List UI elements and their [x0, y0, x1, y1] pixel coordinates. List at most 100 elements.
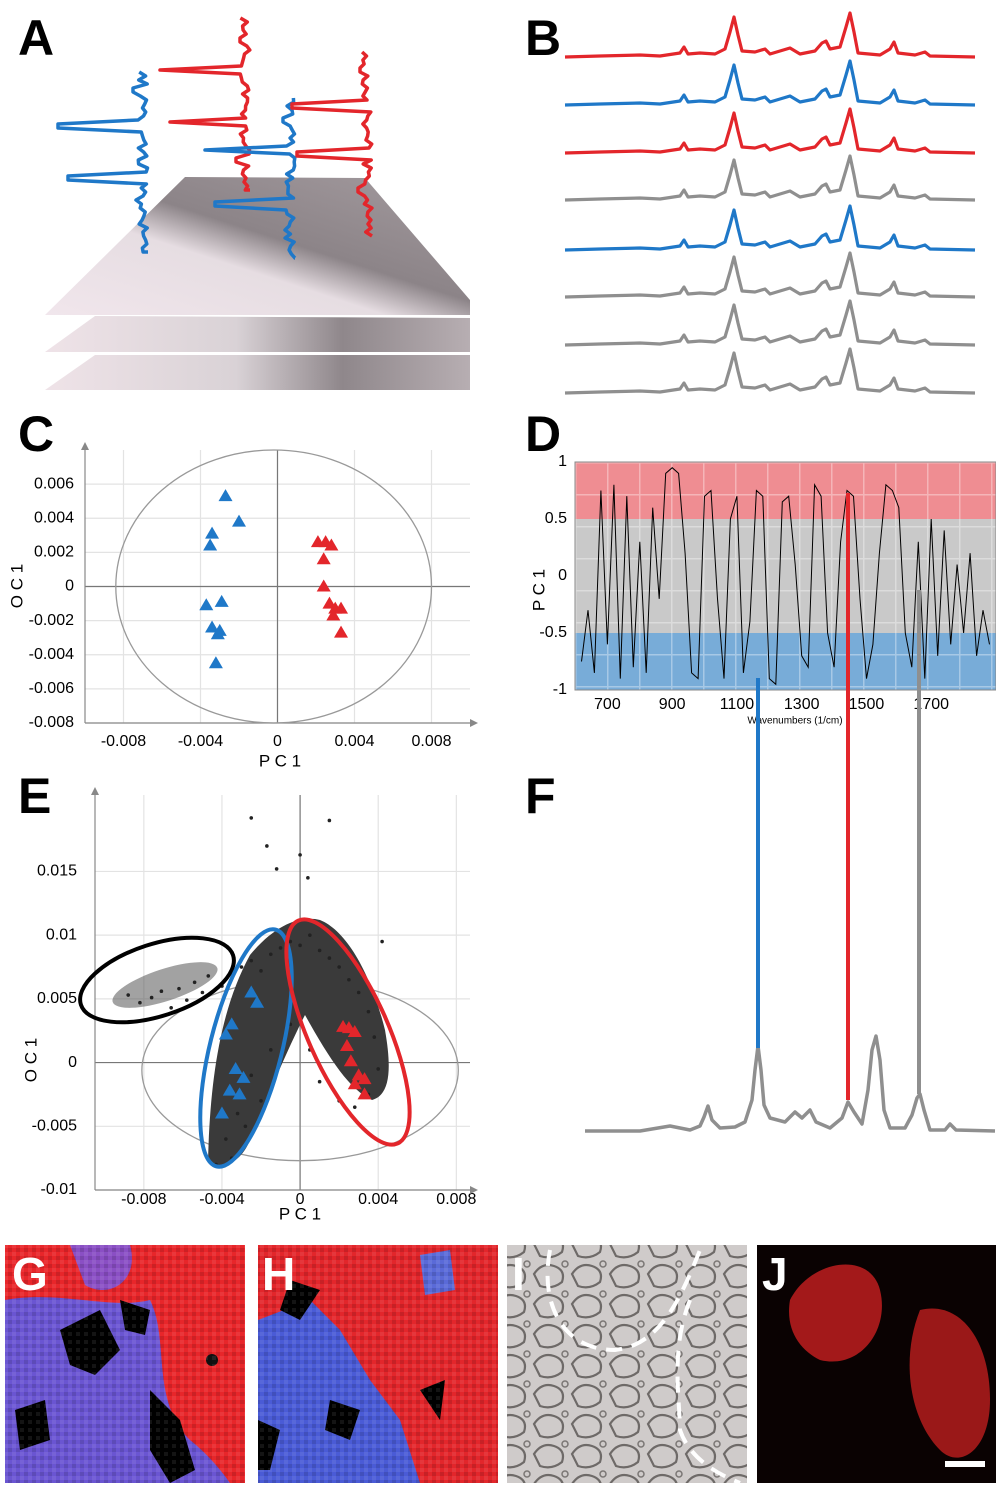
- spectrum: [56, 70, 150, 254]
- point: [337, 965, 341, 969]
- y-tick-label: -0.01: [41, 1181, 78, 1198]
- point: [259, 969, 263, 973]
- point: [298, 853, 302, 857]
- panel-label: D: [525, 406, 561, 462]
- x-tick-label: 1700: [913, 696, 949, 713]
- panel-label: F: [525, 768, 556, 824]
- chart: -0.008 -0.006 -0.004 -0.002 0 0.002 0.004 0.006…: [7, 442, 478, 770]
- x-tick-label: 1300: [784, 696, 820, 713]
- point: [288, 939, 293, 944]
- panel-a-stack: [45, 16, 470, 390]
- point: [222, 1083, 237, 1096]
- x-tick-label: 700: [594, 696, 621, 713]
- x-tick-label: 0.008: [436, 1191, 476, 1208]
- point: [322, 596, 337, 609]
- point: [200, 990, 205, 995]
- point: [159, 989, 164, 994]
- panel-h-image: [258, 1245, 498, 1483]
- group-outline: [284, 917, 412, 1147]
- panel-g-image: [5, 1245, 245, 1483]
- point: [214, 1106, 229, 1119]
- panel-label: E: [18, 768, 51, 824]
- point: [278, 946, 283, 950]
- x-tick-label: 1500: [849, 696, 885, 713]
- spectrum: [585, 1034, 996, 1133]
- y-tick-label: 0.01: [46, 926, 77, 943]
- panel-label: C: [18, 406, 54, 462]
- point: [228, 1061, 243, 1074]
- point: [205, 620, 220, 633]
- y-tick-label: 0.015: [37, 863, 77, 880]
- point: [357, 1072, 372, 1085]
- point: [236, 1070, 251, 1083]
- axis-arrow: [81, 442, 89, 450]
- y-tick-label: -0.002: [29, 612, 74, 629]
- axis-arrow: [91, 787, 99, 795]
- point: [214, 594, 229, 607]
- x-tick-label: 1100: [720, 696, 755, 713]
- spectrum: [563, 59, 977, 107]
- panel-label: J: [762, 1248, 788, 1300]
- y-tick-label: 0.005: [37, 990, 77, 1007]
- point: [326, 608, 341, 621]
- point: [324, 538, 339, 551]
- point: [199, 598, 214, 611]
- x-tick-label: 0: [296, 1191, 305, 1208]
- slab: [45, 355, 470, 390]
- line: [581, 467, 990, 686]
- point: [274, 867, 279, 871]
- y-axis-label: O C 1: [21, 1038, 40, 1082]
- point: [250, 995, 265, 1008]
- point: [376, 1067, 381, 1071]
- x-tick-label: 0.004: [334, 733, 374, 750]
- point: [316, 552, 331, 565]
- point: [356, 990, 361, 995]
- point: [235, 1111, 240, 1116]
- x-tick-label: 0.004: [358, 1191, 398, 1208]
- point: [224, 1137, 228, 1141]
- panel-i-image: [507, 1245, 747, 1485]
- panel-j-image: [757, 1245, 996, 1483]
- point: [138, 1000, 142, 1005]
- point: [372, 1035, 377, 1039]
- x-tick-label: -0.004: [199, 1191, 244, 1208]
- chart: -0.01 -0.005 0 0.005 0.01 0.015 -0.008 -0.004 0 0…: [21, 787, 478, 1223]
- point: [244, 985, 259, 998]
- x-tick-label: 900: [659, 696, 686, 713]
- point: [380, 939, 384, 944]
- y-axis-label: P C 1: [529, 569, 548, 611]
- spectrum: [563, 107, 977, 155]
- point: [243, 1124, 248, 1129]
- point: [334, 601, 349, 614]
- y-tick-label: 1: [558, 453, 567, 470]
- point: [268, 952, 273, 957]
- point: [343, 1054, 358, 1067]
- point: [249, 816, 254, 820]
- y-tick-label: -0.005: [32, 1118, 77, 1135]
- point: [210, 627, 225, 640]
- x-axis-label: P C 1: [259, 751, 301, 770]
- scale-bar: [945, 1461, 985, 1467]
- panel-label: A: [18, 10, 54, 66]
- axis-arrow: [470, 719, 478, 727]
- point: [298, 943, 302, 948]
- y-tick-label: -0.5: [539, 624, 567, 641]
- y-tick-label: -0.008: [29, 714, 74, 731]
- point: [317, 948, 322, 953]
- point: [203, 538, 218, 551]
- point: [126, 993, 131, 997]
- point: [347, 1077, 362, 1090]
- spectrum: [563, 154, 977, 202]
- point: [339, 1039, 354, 1052]
- spectrum: [563, 251, 977, 299]
- axis-arrow: [470, 1186, 478, 1194]
- point: [249, 958, 254, 963]
- point: [317, 1079, 322, 1084]
- point: [306, 876, 310, 880]
- x-tick-label: -0.008: [121, 1191, 166, 1208]
- group-outline: [78, 935, 236, 1025]
- point: [316, 579, 331, 592]
- point: [327, 956, 332, 960]
- x-tick-label: 0.008: [411, 733, 451, 750]
